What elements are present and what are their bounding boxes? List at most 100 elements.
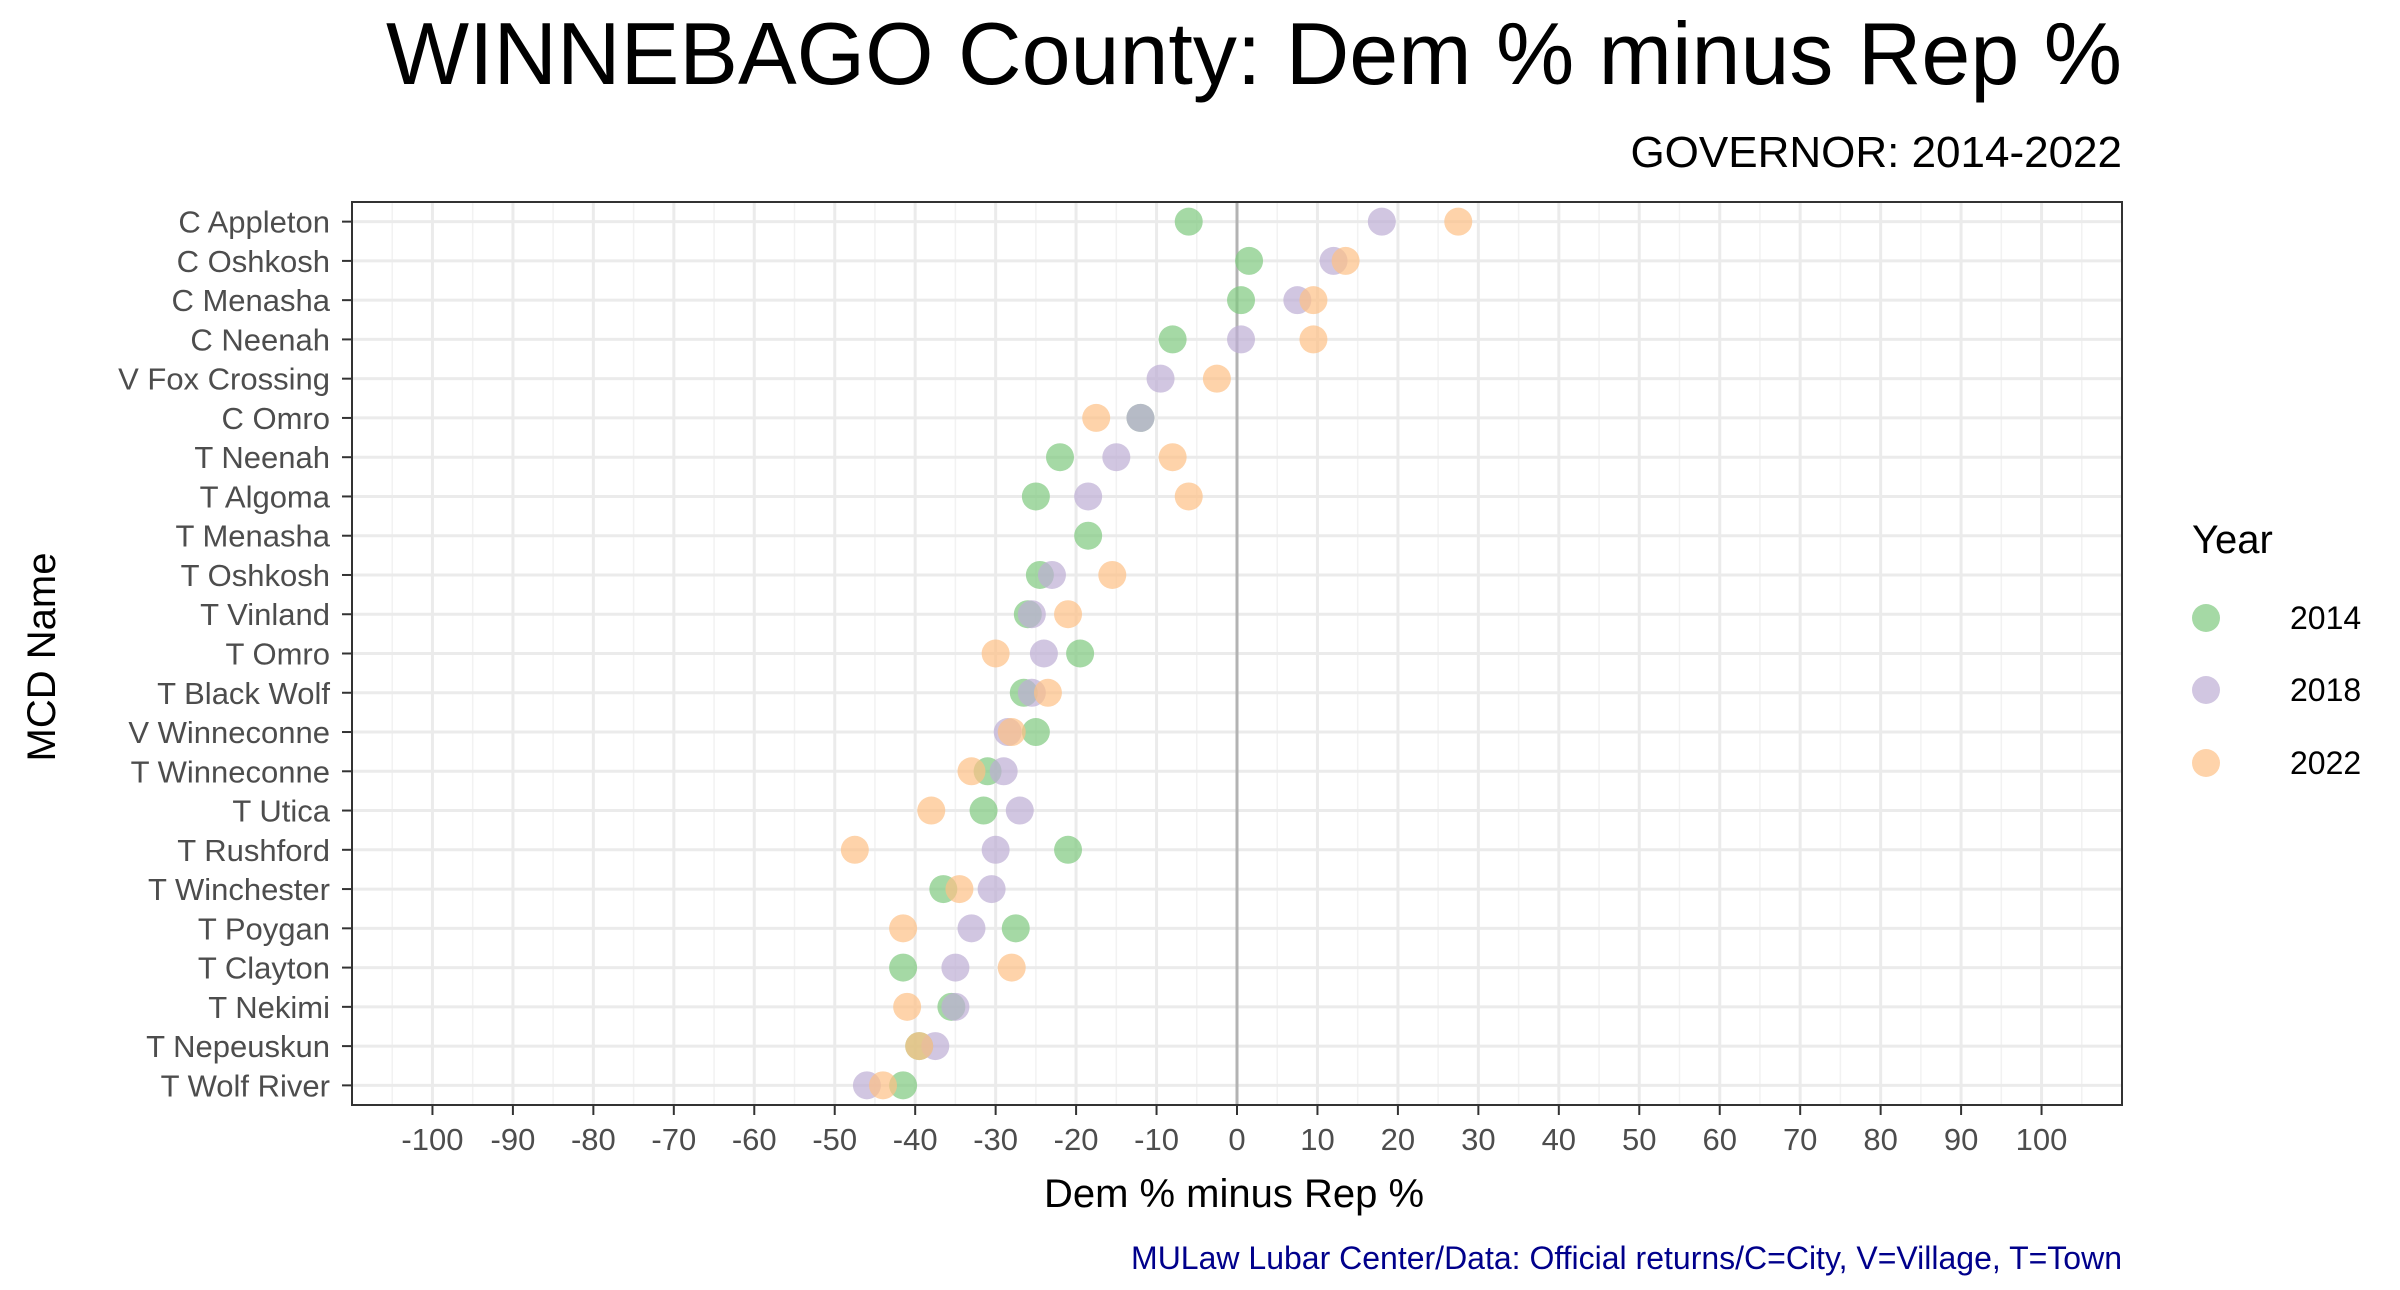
plot-area: C Appleton C Oshkosh C Menasha C Neenah V Fo…: [118, 201, 2123, 1157]
data-point: [1098, 560, 1127, 589]
data-point: [1054, 600, 1083, 629]
data-point: [1202, 364, 1231, 393]
y-tick-label: T Vinland: [200, 597, 330, 632]
plot-border: [351, 201, 2123, 1106]
data-point: [1227, 286, 1256, 315]
data-point: [1046, 443, 1074, 472]
y-tick-label: V Winneconne: [128, 715, 330, 750]
data-point: [1082, 403, 1111, 432]
data-point: [1033, 678, 1062, 707]
data-point: [1158, 325, 1187, 354]
series-2022: [840, 207, 1473, 1100]
legend-label: 2022: [2290, 745, 2361, 781]
y-tick-label: V Fox Crossing: [118, 362, 330, 397]
data-point: [945, 875, 974, 904]
data-point: [957, 914, 986, 943]
y-tick-label: T Poygan: [198, 911, 330, 946]
x-tick-label: -10: [1134, 1122, 1179, 1157]
data-point: [1001, 914, 1030, 943]
y-tick-label: C Menasha: [171, 283, 330, 318]
data-point: [981, 835, 1010, 864]
y-tick-label: C Omro: [222, 401, 331, 436]
data-point: [889, 953, 918, 982]
legend-title: Year: [2192, 518, 2273, 562]
x-tick-label: 80: [1863, 1122, 1897, 1157]
x-tick-label: -40: [893, 1122, 938, 1157]
data-point: [957, 757, 986, 786]
y-axis-label: MCD Name: [20, 553, 64, 762]
data-point: [1054, 835, 1083, 864]
x-tick-label: 40: [1542, 1122, 1576, 1157]
x-tick-label: -70: [651, 1122, 696, 1157]
chart-subtitle: GOVERNOR: 2014-2022: [1630, 128, 2122, 177]
data-point: [1037, 560, 1066, 589]
y-tick-label: T Nepeuskun: [146, 1029, 330, 1064]
y-tick-label: T Winneconne: [131, 754, 330, 789]
data-point: [981, 639, 1010, 668]
legend: Year 2014 2018 2022: [2192, 518, 2361, 781]
y-tick-label: T Wolf River: [161, 1068, 330, 1103]
y-tick-label: T Nekimi: [208, 990, 330, 1025]
data-point: [1021, 482, 1050, 511]
data-point: [840, 835, 869, 864]
x-tick-label: -50: [812, 1122, 857, 1157]
data-point: [1074, 482, 1103, 511]
y-tick-label: T Clayton: [198, 951, 330, 986]
data-point: [997, 953, 1026, 982]
data-point: [989, 757, 1018, 786]
data-point: [1235, 246, 1264, 275]
chart-title: WINNEBAGO County: Dem % minus Rep %: [386, 4, 2122, 103]
data-point: [1005, 796, 1034, 825]
data-point: [1444, 207, 1473, 236]
legend-key: [2192, 604, 2220, 632]
y-tick-label: T Omro: [226, 637, 331, 672]
data-point: [1299, 286, 1328, 315]
y-tick-label: T Neenah: [194, 440, 330, 475]
data-point: [941, 953, 970, 982]
x-tick-label: 10: [1300, 1122, 1334, 1157]
x-tick-label: 20: [1381, 1122, 1415, 1157]
data-point: [1029, 639, 1058, 668]
data-point: [997, 718, 1026, 747]
legend-key: [2192, 676, 2220, 704]
data-point: [1299, 325, 1328, 354]
x-tick-label: -30: [973, 1122, 1018, 1157]
x-tick-label: 50: [1622, 1122, 1656, 1157]
chart-caption: MULaw Lubar Center/Data: Official return…: [1131, 1240, 2122, 1276]
x-tick-label: 90: [1944, 1122, 1978, 1157]
y-tick-label: C Oshkosh: [177, 244, 330, 279]
legend-label: 2014: [2290, 600, 2361, 636]
x-tick-label: 30: [1461, 1122, 1495, 1157]
x-tick-label: -60: [732, 1122, 777, 1157]
x-tick-label: 70: [1783, 1122, 1817, 1157]
data-point: [893, 992, 922, 1021]
x-axis-label: Dem % minus Rep %: [1044, 1172, 1424, 1216]
data-point: [1331, 246, 1360, 275]
data-point: [1066, 639, 1095, 668]
data-point: [977, 875, 1006, 904]
y-tick-label: T Winchester: [148, 872, 330, 907]
x-tick-label: 100: [2016, 1122, 2068, 1157]
y-tick-label: T Oshkosh: [181, 558, 330, 593]
data-point: [1126, 403, 1155, 432]
data-point: [905, 1032, 934, 1061]
y-tick-label: T Utica: [232, 794, 330, 829]
legend-label: 2018: [2290, 672, 2361, 708]
data-point: [1174, 482, 1203, 511]
data-point: [889, 914, 918, 943]
legend-key: [2192, 749, 2220, 777]
data-point: [1158, 443, 1187, 472]
data-point: [1021, 718, 1050, 747]
data-point: [1074, 521, 1103, 550]
y-tick-label: C Neenah: [190, 322, 330, 357]
data-point: [889, 1071, 918, 1100]
data-point: [1227, 325, 1256, 354]
data-point: [1174, 207, 1203, 236]
x-tick-label: -80: [571, 1122, 616, 1157]
x-tick-label: -90: [491, 1122, 536, 1157]
data-point: [941, 992, 970, 1021]
data-point: [869, 1071, 897, 1100]
y-tick-label: C Appleton: [178, 205, 330, 240]
